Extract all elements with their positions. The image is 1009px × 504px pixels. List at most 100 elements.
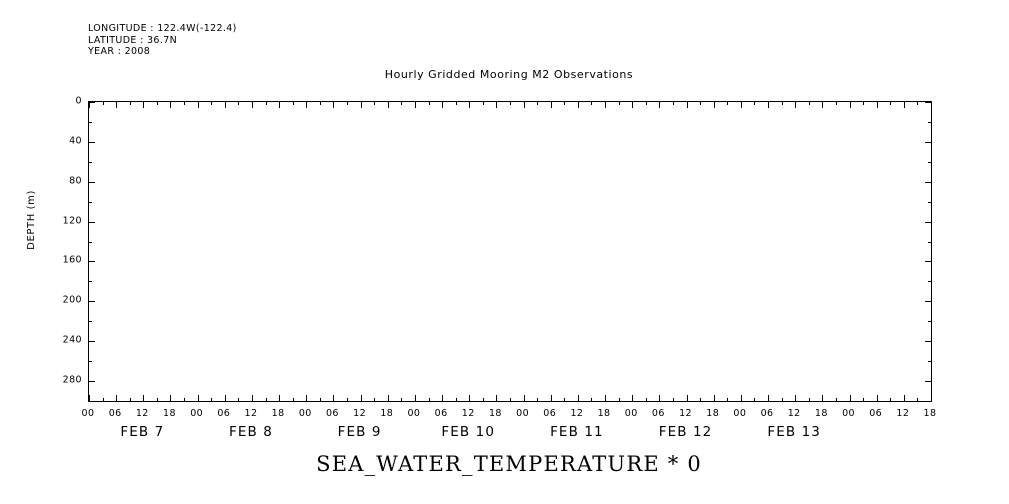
x-axis-hour-label: 00	[842, 408, 855, 419]
y-axis-tick-right	[928, 241, 932, 243]
y-axis-tick-right	[925, 341, 932, 343]
y-axis-tick-left	[88, 161, 92, 163]
x-axis-tick-top	[211, 101, 213, 105]
y-axis-tick-left	[88, 241, 92, 243]
y-axis-tick-right	[925, 381, 932, 383]
x-axis-hour-label: 12	[244, 408, 258, 419]
x-axis-date-label: FEB 9	[337, 424, 382, 440]
x-axis-tick-top	[700, 101, 702, 105]
x-axis-hour-label: 12	[461, 408, 475, 419]
y-axis-tick-right	[925, 102, 932, 103]
x-axis-tick-bottom	[360, 395, 362, 402]
x-axis-tick-bottom	[822, 395, 824, 402]
x-axis-tick-top	[605, 101, 607, 108]
x-axis-tick-top	[591, 101, 593, 105]
y-axis-tick-label: 240	[62, 334, 82, 346]
x-axis-tick-bottom	[211, 398, 213, 402]
x-axis-tick-bottom	[740, 395, 742, 402]
x-axis-tick-bottom	[116, 395, 118, 402]
x-axis-hour-label: 00	[190, 408, 204, 419]
x-axis-tick-bottom	[333, 395, 335, 402]
x-axis-tick-top	[387, 101, 389, 108]
x-axis-tick-top	[143, 101, 145, 108]
x-axis-tick-top	[822, 101, 824, 108]
x-axis-tick-bottom	[931, 395, 932, 402]
x-axis-hour-label: 12	[570, 408, 584, 419]
x-axis-hour-label: 12	[787, 408, 801, 419]
x-axis-tick-top	[550, 101, 552, 108]
x-axis-tick-top	[238, 101, 240, 105]
x-axis-tick-top	[577, 101, 579, 108]
x-axis-tick-bottom	[550, 395, 552, 402]
x-axis-tick-bottom	[129, 398, 131, 402]
y-axis-tick-right	[925, 301, 932, 303]
x-axis-hour-label: 06	[869, 408, 883, 419]
y-axis-tick-left	[88, 341, 95, 343]
x-axis-tick-top	[347, 101, 349, 105]
x-axis-tick-bottom	[102, 398, 104, 402]
y-axis-tick-left	[88, 121, 92, 123]
x-axis-tick-top	[727, 101, 729, 105]
x-axis-tick-bottom	[863, 398, 865, 402]
x-axis-tick-top	[333, 101, 335, 108]
x-axis-tick-top	[781, 101, 783, 105]
x-axis-tick-top	[197, 101, 199, 108]
metadata-longitude: LONGITUDE : 122.4W(-122.4)	[88, 23, 237, 34]
x-axis-tick-top	[618, 101, 620, 105]
y-axis-tick-label: 200	[62, 294, 82, 306]
x-axis-tick-top	[537, 101, 539, 105]
x-axis-tick-bottom	[442, 395, 444, 402]
x-axis-hour-labels: 00 06 12 18 00 06 12 18 00 06 12 18 00 06 12 18 00 06 12 18…	[82, 408, 936, 422]
y-axis-tick-right	[928, 401, 932, 402]
x-axis-tick-bottom	[510, 398, 511, 402]
x-axis-tick-top	[768, 101, 770, 108]
x-axis-tick-top	[279, 101, 281, 108]
x-axis-hour-label: 00	[298, 408, 312, 419]
y-axis-tick-left	[88, 321, 92, 323]
x-axis-hour-label: 00	[733, 408, 747, 419]
x-axis-tick-top	[659, 101, 661, 108]
x-axis-tick-top	[917, 101, 919, 105]
x-axis-tick-bottom	[319, 398, 321, 402]
x-axis-tick-top	[876, 101, 878, 108]
x-axis-tick-top	[306, 101, 308, 108]
x-axis-tick-top	[740, 101, 742, 108]
x-axis-hour-label: 12	[135, 408, 149, 419]
x-axis-tick-top	[428, 101, 430, 105]
x-axis-hour-label: 18	[380, 408, 394, 419]
x-axis-tick-bottom	[876, 395, 878, 402]
x-axis-date-label: FEB 13	[767, 424, 822, 440]
y-axis-tick-left	[88, 102, 95, 103]
x-axis-tick-top	[713, 101, 715, 108]
y-axis-tick-left	[88, 201, 92, 203]
x-axis-tick-top	[510, 101, 511, 105]
x-axis-tick-bottom	[197, 395, 199, 402]
y-axis-tick-right	[928, 321, 932, 323]
x-axis-tick-bottom	[564, 398, 566, 402]
x-axis-hour-label: 06	[760, 408, 774, 419]
x-axis-tick-top	[795, 101, 797, 108]
x-axis-tick-bottom	[917, 398, 919, 402]
x-axis-tick-bottom	[591, 398, 593, 402]
x-axis-tick-bottom	[428, 398, 430, 402]
x-axis-hour-label: 18	[706, 408, 720, 419]
x-axis-hour-label: 18	[163, 408, 176, 419]
x-axis-tick-top	[645, 101, 647, 105]
x-axis-tick-top	[184, 101, 186, 105]
y-axis-tick-left	[88, 141, 95, 143]
x-axis-tick-bottom	[835, 398, 837, 402]
y-axis-tick-left	[88, 261, 95, 263]
x-axis-hour-label: 18	[488, 408, 502, 419]
x-axis-tick-bottom	[700, 398, 702, 402]
x-axis-tick-top	[251, 101, 253, 108]
x-axis-tick-top	[442, 101, 444, 108]
y-axis-tick-label: 40	[69, 135, 82, 147]
x-axis-tick-bottom	[686, 395, 688, 402]
x-axis-tick-top	[863, 101, 865, 105]
x-axis-date-label: FEB 11	[550, 424, 604, 440]
x-axis-hour-label: 06	[325, 408, 339, 419]
y-axis-tick-label: 120	[62, 215, 82, 227]
y-axis-tick-left	[88, 301, 95, 303]
x-axis-tick-top	[224, 101, 226, 108]
